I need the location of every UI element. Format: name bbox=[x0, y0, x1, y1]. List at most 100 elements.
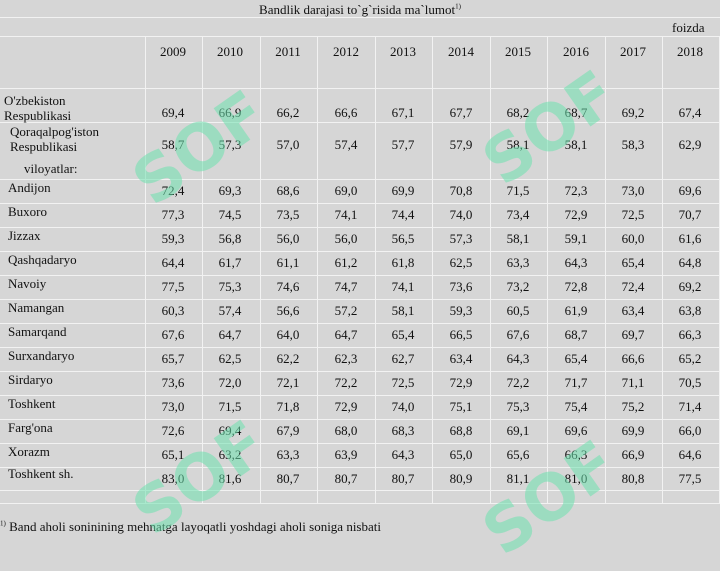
value-cell: 59,1 bbox=[564, 231, 588, 246]
value-cell: 73,5 bbox=[276, 207, 300, 222]
value-cell: 72,9 bbox=[564, 207, 588, 222]
value-cell: 68,8 bbox=[449, 423, 473, 438]
value-cell: 73,2 bbox=[506, 279, 530, 294]
value-cell: 66,3 bbox=[678, 327, 702, 342]
footnote-text: Band aholi soninining mehnatga layoqatli… bbox=[9, 519, 381, 534]
value-cell: 66,6 bbox=[621, 351, 645, 366]
value-cell: 70,5 bbox=[678, 375, 702, 390]
value-cell: 67,4 bbox=[678, 105, 702, 120]
row-label: Surxandaryo bbox=[8, 348, 75, 363]
value-cell: 57,4 bbox=[218, 303, 242, 318]
value-cell: 81,1 bbox=[506, 471, 530, 486]
value-cell: 74,7 bbox=[334, 279, 358, 294]
value-cell: 58,1 bbox=[506, 137, 530, 152]
value-cell: 64,7 bbox=[334, 327, 358, 342]
year-header-cell: 2017 bbox=[620, 44, 646, 59]
value-cell: 69,9 bbox=[391, 183, 415, 198]
value-cell: 72,2 bbox=[506, 375, 530, 390]
value-cell: 57,4 bbox=[334, 137, 358, 152]
grid-vertical-line bbox=[605, 36, 606, 504]
value-cell: 61,7 bbox=[218, 255, 242, 270]
value-cell: 69,2 bbox=[621, 105, 645, 120]
value-cell: 65,6 bbox=[506, 447, 530, 462]
value-cell: 73,6 bbox=[161, 375, 185, 390]
value-cell: 64,7 bbox=[218, 327, 242, 342]
value-cell: 62,3 bbox=[334, 351, 358, 366]
row-label: O'zbekiston Respublikasi bbox=[4, 93, 72, 123]
table-title-text: Bandlik darajasi to`g`risida ma`lumot bbox=[259, 2, 456, 17]
value-cell: 64,3 bbox=[391, 447, 415, 462]
value-cell: 70,7 bbox=[678, 207, 702, 222]
value-cell: 59,3 bbox=[449, 303, 473, 318]
value-cell: 57,7 bbox=[391, 137, 415, 152]
value-cell: 72,4 bbox=[161, 183, 185, 198]
grid-horizontal-line bbox=[0, 490, 720, 491]
row-label: Jizzax bbox=[8, 228, 41, 243]
value-cell: 67,6 bbox=[506, 327, 530, 342]
value-cell: 56,8 bbox=[218, 231, 242, 246]
value-cell: 65,1 bbox=[161, 447, 185, 462]
value-cell: 62,9 bbox=[678, 137, 702, 152]
value-cell: 61,6 bbox=[678, 231, 702, 246]
value-cell: 71,8 bbox=[276, 399, 300, 414]
year-header-cell: 2009 bbox=[160, 44, 186, 59]
value-cell: 62,2 bbox=[276, 351, 300, 366]
value-cell: 62,7 bbox=[391, 351, 415, 366]
value-cell: 68,6 bbox=[276, 183, 300, 198]
value-cell: 80,9 bbox=[449, 471, 473, 486]
value-cell: 74,1 bbox=[334, 207, 358, 222]
value-cell: 80,7 bbox=[276, 471, 300, 486]
value-cell: 63,8 bbox=[678, 303, 702, 318]
year-header-cell: 2015 bbox=[505, 44, 531, 59]
grid-vertical-line bbox=[375, 36, 376, 504]
value-cell: 64,0 bbox=[276, 327, 300, 342]
value-cell: 69,6 bbox=[564, 423, 588, 438]
year-header-cell: 2013 bbox=[390, 44, 416, 59]
value-cell: 72,0 bbox=[218, 375, 242, 390]
row-label: Buxoro bbox=[8, 204, 47, 219]
value-cell: 60,5 bbox=[506, 303, 530, 318]
row-label: Qashqadaryo bbox=[8, 252, 77, 267]
value-cell: 77,5 bbox=[678, 471, 702, 486]
grid-horizontal-line bbox=[0, 88, 720, 89]
value-cell: 69,9 bbox=[621, 423, 645, 438]
grid-horizontal-line bbox=[0, 36, 720, 37]
value-cell: 64,6 bbox=[678, 447, 702, 462]
year-header-cell: 2011 bbox=[275, 44, 301, 59]
value-cell: 63,2 bbox=[218, 447, 242, 462]
value-cell: 58,1 bbox=[506, 231, 530, 246]
value-cell: 60,3 bbox=[161, 303, 185, 318]
row-label: Sirdaryo bbox=[8, 372, 53, 387]
year-header-cell: 2010 bbox=[217, 44, 243, 59]
row-label: Toshkent bbox=[8, 396, 56, 411]
value-cell: 61,1 bbox=[276, 255, 300, 270]
value-cell: 60,0 bbox=[621, 231, 645, 246]
value-cell: 68,3 bbox=[391, 423, 415, 438]
value-cell: 74,5 bbox=[218, 207, 242, 222]
value-cell: 65,4 bbox=[564, 351, 588, 366]
value-cell: 66,2 bbox=[276, 105, 300, 120]
value-cell: 69,6 bbox=[678, 183, 702, 198]
value-cell: 66,9 bbox=[621, 447, 645, 462]
year-header-cell: 2014 bbox=[448, 44, 474, 59]
grid-vertical-line bbox=[202, 36, 203, 504]
value-cell: 61,9 bbox=[564, 303, 588, 318]
value-cell: 80,7 bbox=[391, 471, 415, 486]
value-cell: 65,4 bbox=[391, 327, 415, 342]
value-cell: 56,6 bbox=[276, 303, 300, 318]
value-cell: 59,3 bbox=[161, 231, 185, 246]
watermark: SOF bbox=[120, 77, 281, 221]
value-cell: 56,0 bbox=[334, 231, 358, 246]
value-cell: 75,1 bbox=[449, 399, 473, 414]
value-cell: 71,5 bbox=[506, 183, 530, 198]
year-header-cell: 2018 bbox=[677, 44, 703, 59]
value-cell: 58,1 bbox=[391, 303, 415, 318]
row-label: viloyatlar: bbox=[24, 161, 78, 176]
value-cell: 74,0 bbox=[391, 399, 415, 414]
value-cell: 68,7 bbox=[564, 105, 588, 120]
grid-vertical-line bbox=[260, 36, 261, 504]
value-cell: 72,5 bbox=[621, 207, 645, 222]
value-cell: 71,4 bbox=[678, 399, 702, 414]
value-cell: 63,3 bbox=[506, 255, 530, 270]
